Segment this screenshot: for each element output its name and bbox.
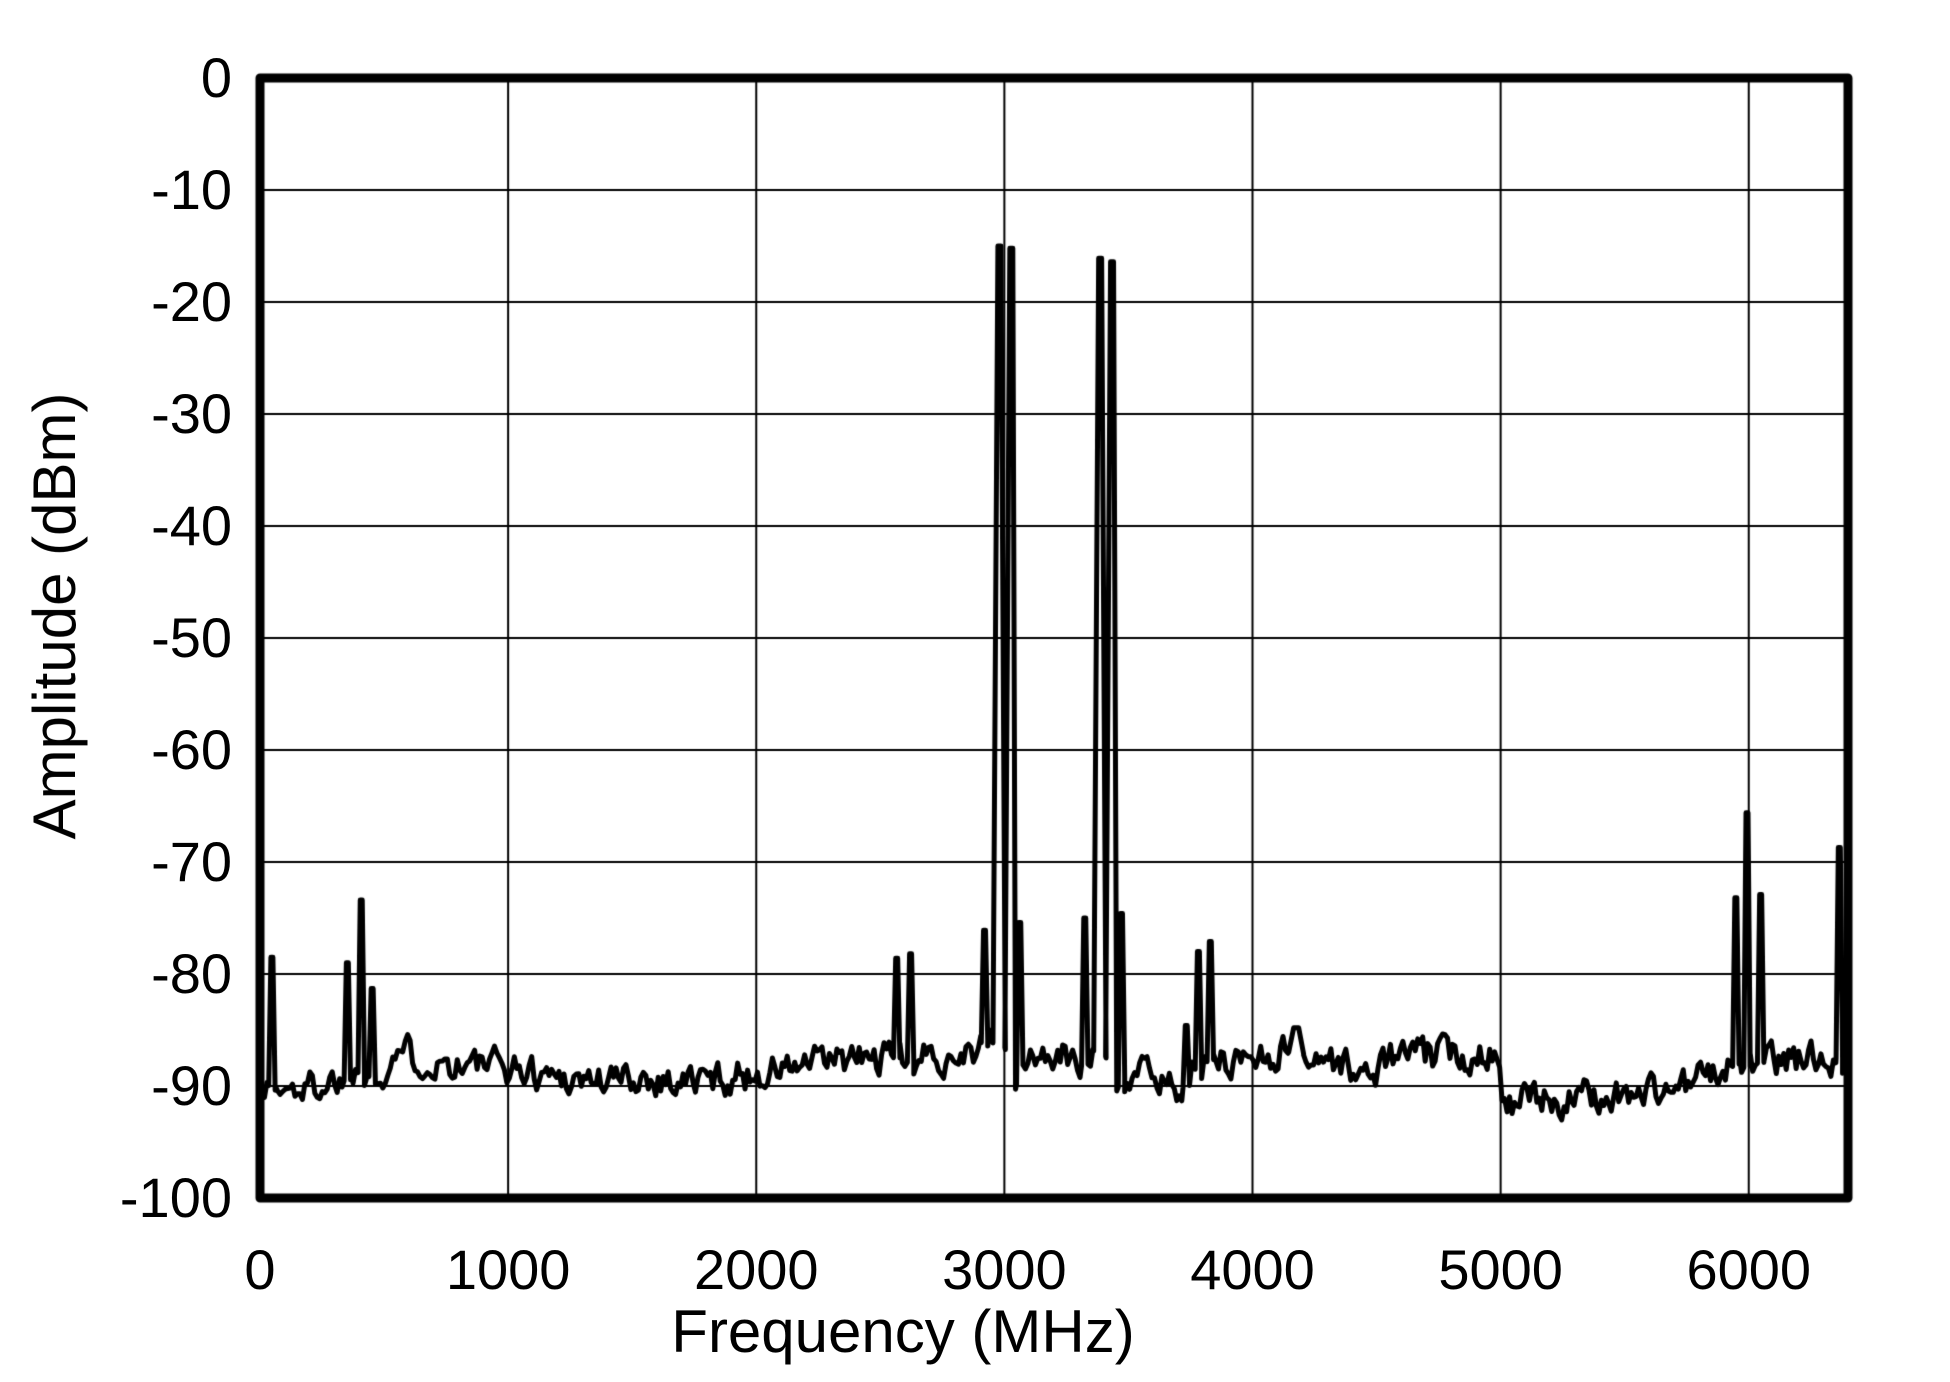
x-tick-label: 2000 xyxy=(693,1238,819,1301)
x-tick-label: 5000 xyxy=(1438,1238,1563,1301)
x-tick-label: 6000 xyxy=(1686,1238,1812,1301)
y-tick-label: -40 xyxy=(151,494,232,557)
y-tick-label: -80 xyxy=(151,942,232,1005)
y-tick-label: -60 xyxy=(151,718,232,781)
y-tick-label: -100 xyxy=(119,1166,232,1229)
y-tick-label: -20 xyxy=(151,270,232,333)
y-tick-label: 0 xyxy=(200,46,232,109)
x-axis-title: Frequency (MHz) xyxy=(671,1298,1135,1365)
x-tick-label: 1000 xyxy=(445,1238,571,1301)
y-tick-label: -50 xyxy=(151,606,232,669)
y-tick-label: -30 xyxy=(151,382,232,445)
y-tick-label: -70 xyxy=(151,830,232,893)
y-tick-label: -10 xyxy=(151,158,232,221)
x-tick-label: 3000 xyxy=(942,1238,1067,1301)
y-tick-label: -90 xyxy=(151,1054,232,1117)
x-tick-label: 4000 xyxy=(1190,1238,1315,1301)
x-tick-label: 0 xyxy=(244,1238,276,1301)
